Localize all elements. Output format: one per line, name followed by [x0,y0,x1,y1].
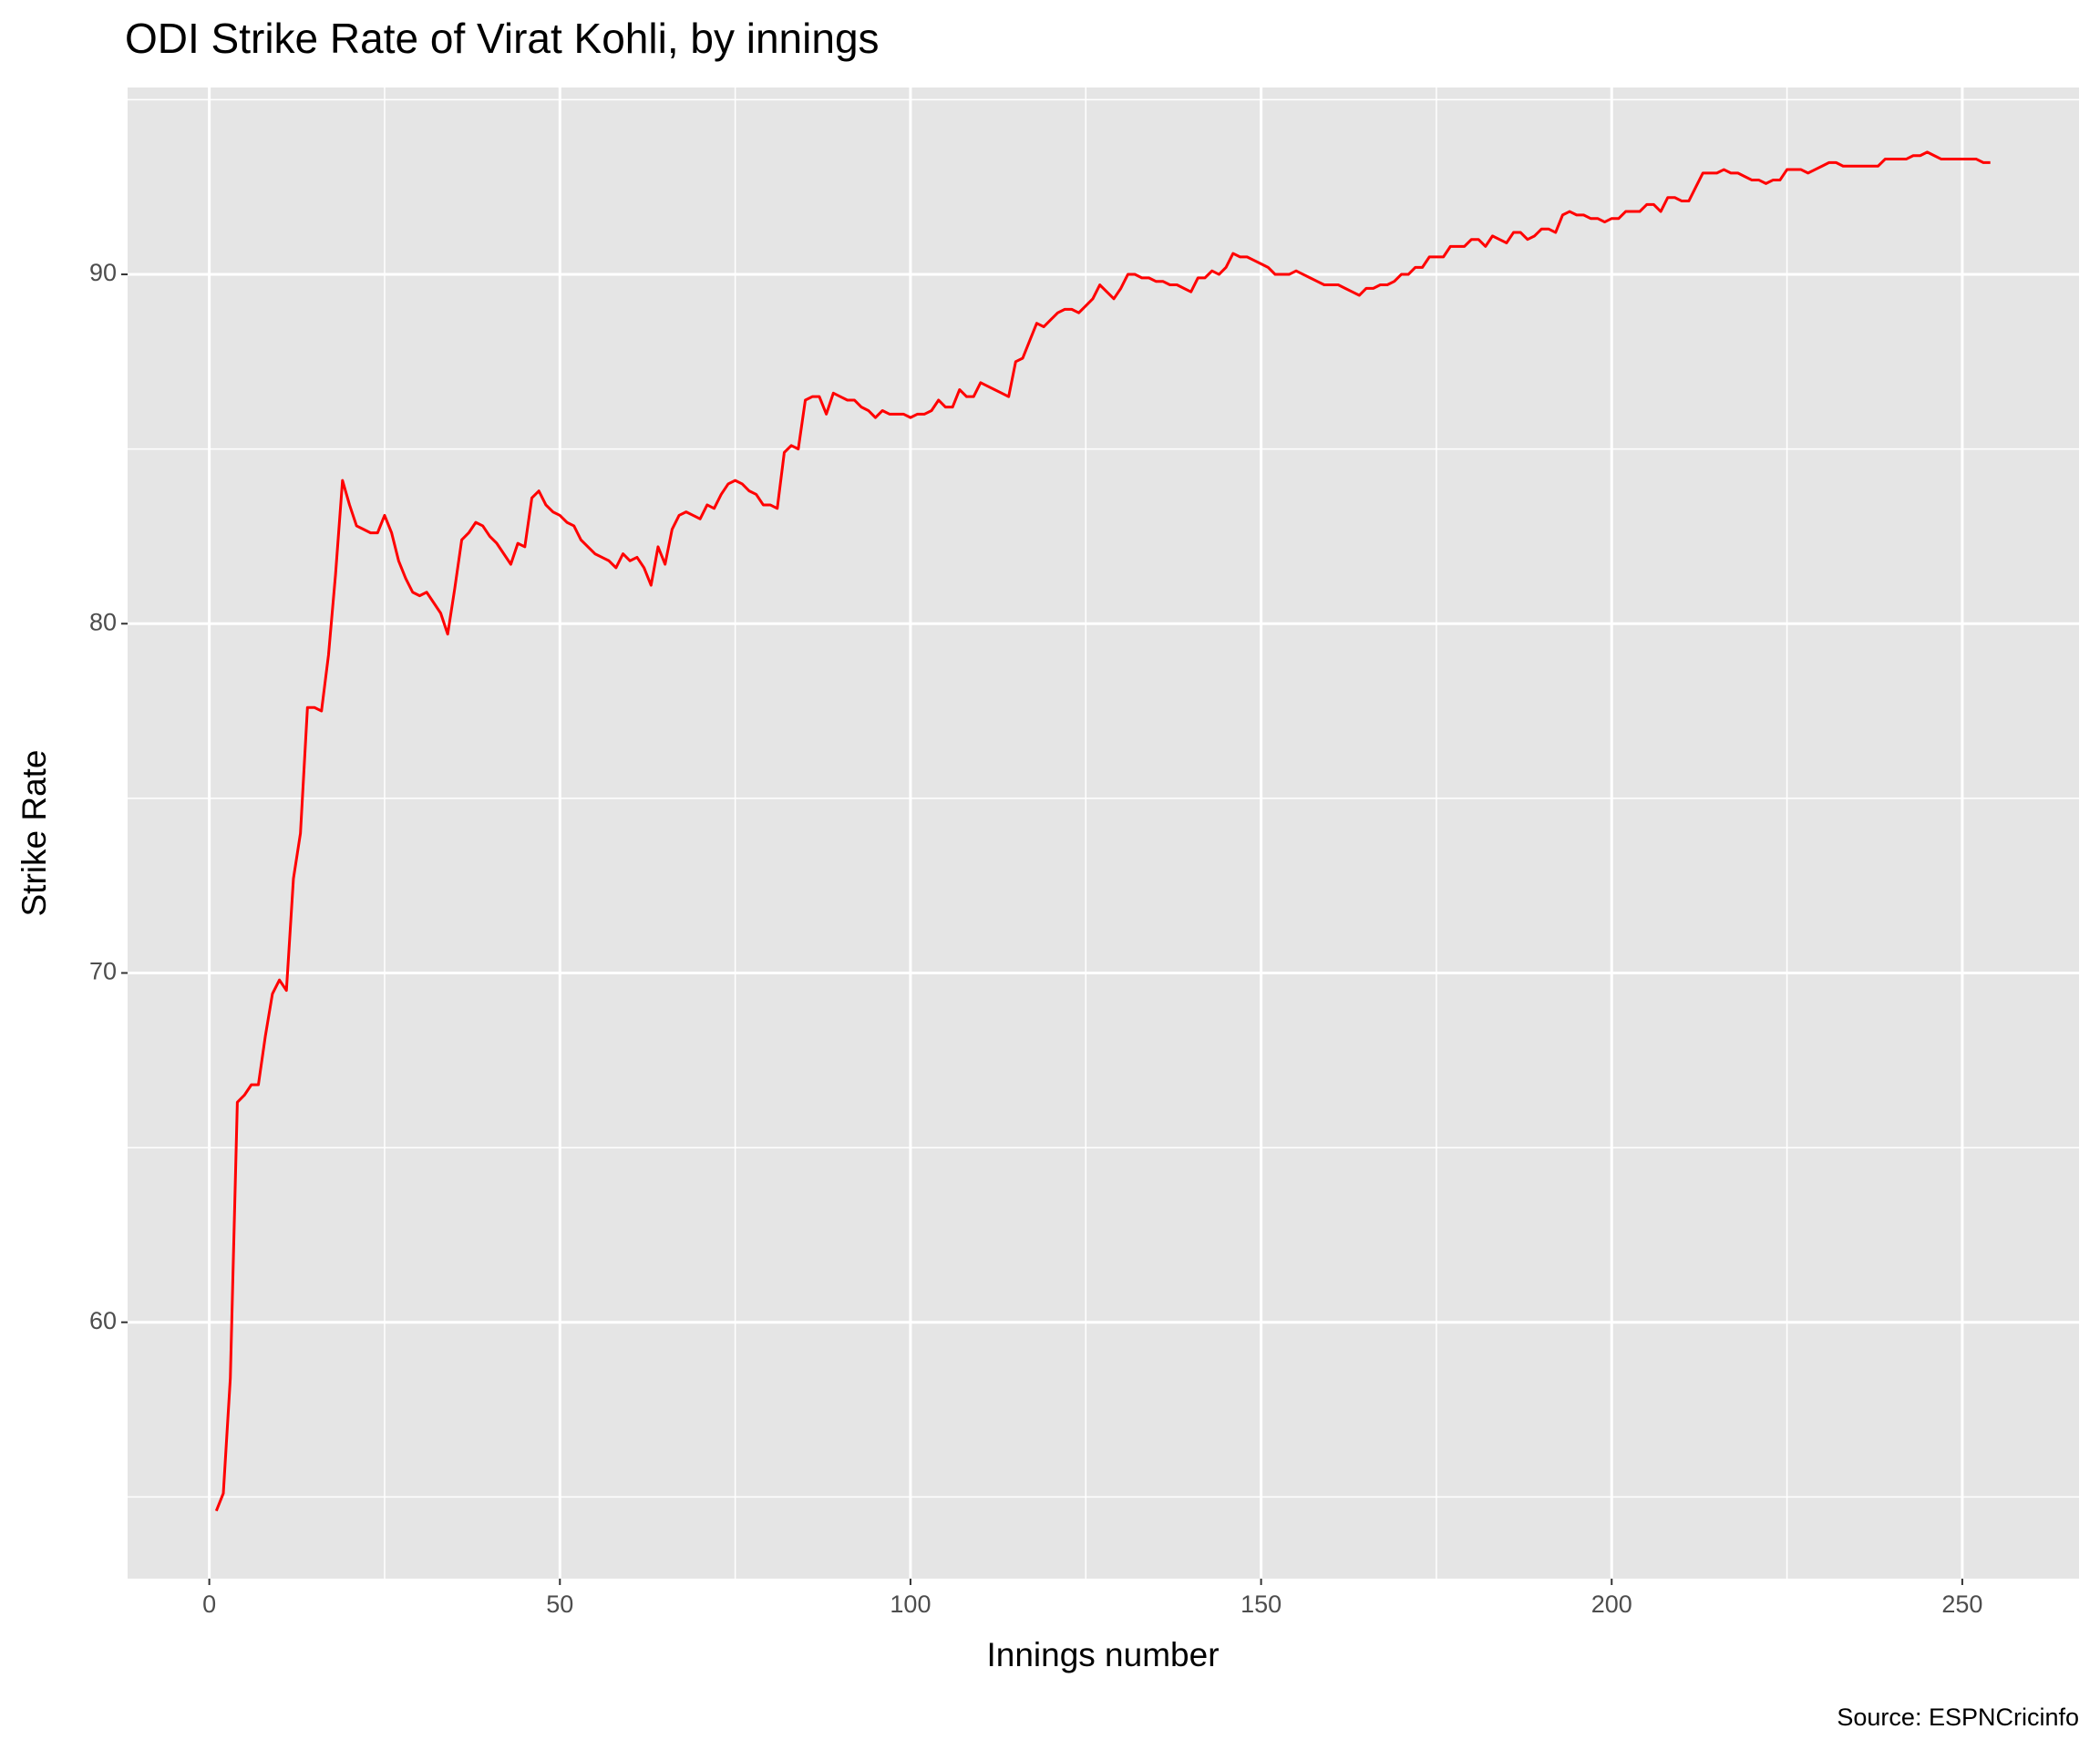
y-axis-title: Strike Rate [15,749,53,916]
x-tick-label: 50 [546,1590,573,1618]
plot-panel [128,88,2079,1579]
data-line [214,150,1991,1512]
y-tick-label: 60 [89,1307,117,1334]
x-tick-label: 150 [1240,1590,1282,1618]
x-tick-label: 100 [890,1590,931,1618]
x-tick-label: 0 [202,1590,216,1618]
source-note: Source: ESPNCricinfo [1837,1704,2079,1731]
y-tick-label: 80 [89,608,117,635]
x-tick-label: 250 [1941,1590,1982,1618]
y-tick-label: 90 [89,259,117,286]
x-tick-label: 200 [1591,1590,1632,1618]
y-tick-label: 70 [89,958,117,985]
x-axis-title: Innings number [986,1636,1219,1673]
chart-title: ODI Strike Rate of Virat Kohli, by innin… [125,15,880,62]
